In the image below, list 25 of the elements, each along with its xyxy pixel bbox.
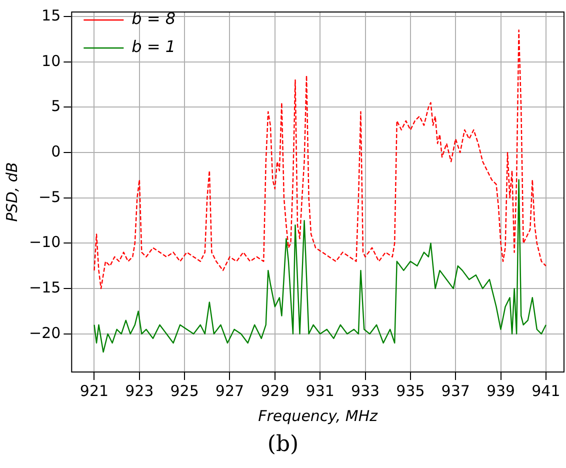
x-tick-label: 929 (260, 382, 290, 400)
x-tick-label: 935 (396, 382, 425, 400)
x-tick-label: 931 (306, 382, 334, 400)
x-tick-label: 923 (125, 382, 154, 400)
y-tick-label: −10 (29, 233, 61, 252)
x-tick-label: 933 (350, 382, 380, 400)
y-tick-label: −20 (29, 324, 61, 342)
line-series (94, 30, 547, 290)
x-tick-label: 927 (215, 382, 244, 400)
legend-label: b = 1 (132, 37, 176, 56)
legend-label: b = 8 (132, 9, 176, 28)
y-tick-label: 0 (51, 142, 61, 160)
x-tick-label: 925 (170, 382, 199, 400)
x-tick-label: 921 (80, 382, 109, 400)
x-tick-label: 937 (441, 382, 470, 400)
y-tick-label: 10 (42, 52, 61, 70)
y-tick-label: 5 (51, 97, 61, 116)
y-tick-label: −5 (38, 188, 61, 206)
x-tick-label: 939 (486, 382, 516, 400)
y-axis-title: PSD, dB (2, 162, 21, 222)
y-tick-label: −15 (29, 278, 61, 296)
text: (b) (266, 432, 300, 457)
x-tick-label: 941 (532, 382, 560, 400)
x-axis-title: Frequency, MHz (258, 406, 379, 425)
y-tick-label: 15 (42, 6, 61, 24)
